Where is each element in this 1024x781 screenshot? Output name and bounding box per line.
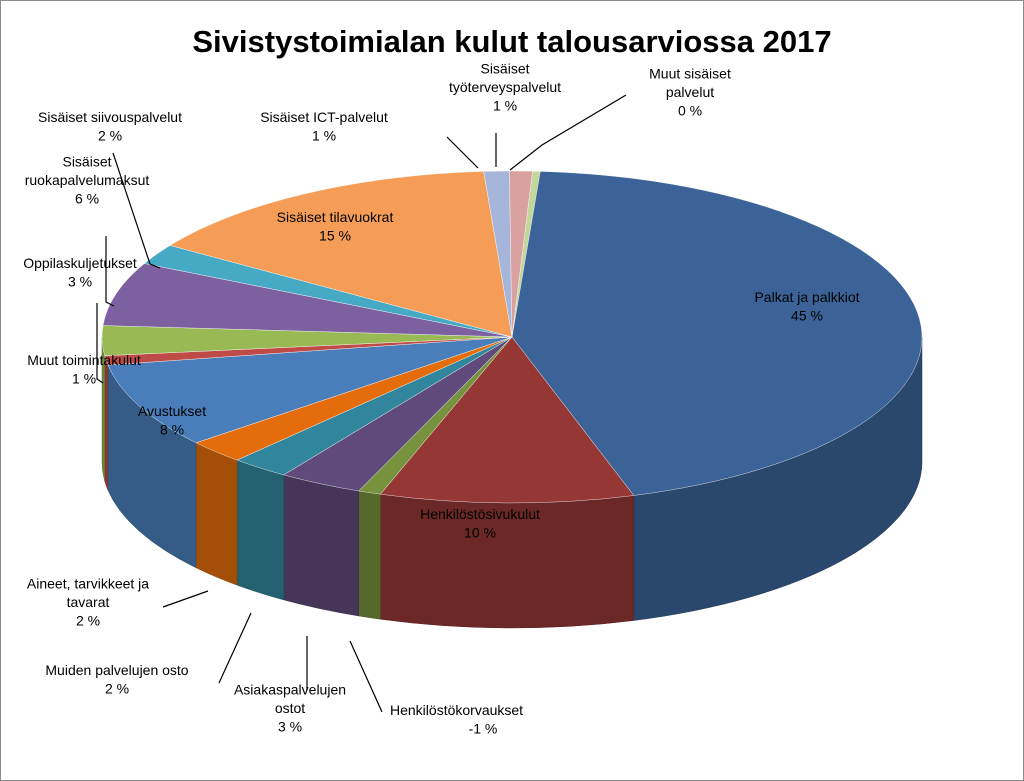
slice-value-6: 8 % bbox=[160, 421, 184, 437]
slice-label-13: Sisäiset bbox=[480, 61, 529, 77]
pie-slice-9 bbox=[102, 263, 513, 338]
slice-value-1: 10 % bbox=[464, 524, 496, 540]
pie-side-5 bbox=[195, 442, 238, 586]
slice-value-9: 6 % bbox=[75, 191, 99, 207]
pie-slice-11 bbox=[169, 171, 513, 338]
pie-side-4 bbox=[236, 459, 284, 601]
pie-side-2 bbox=[358, 490, 381, 620]
slice-label-14: Muut sisäiset bbox=[649, 66, 731, 82]
slice-value-4: 2 % bbox=[105, 680, 129, 696]
slice-label-12: Sisäiset ICT-palvelut bbox=[260, 109, 388, 125]
leader-lines bbox=[96, 94, 627, 713]
slice-label-11: Sisäiset tilavuokrat bbox=[277, 209, 394, 225]
pie-slice-14 bbox=[511, 171, 541, 338]
slice-value-5: 2 % bbox=[76, 613, 100, 629]
slice-value-8: 3 % bbox=[68, 273, 92, 289]
pie-slice-6 bbox=[107, 336, 513, 444]
slice-label-3: ostot bbox=[275, 700, 305, 716]
leader-line-12 bbox=[446, 136, 479, 169]
slice-value-2: -1 % bbox=[469, 720, 498, 736]
slice-label-0: Palkat ja palkkiot bbox=[754, 289, 859, 305]
slice-label-9: ruokapalvelumaksut bbox=[25, 172, 150, 188]
slice-label-3: Asiakaspalvelujen bbox=[234, 682, 346, 698]
slice-label-7: Muut toimintakulut bbox=[27, 352, 141, 368]
chart-title: Sivistystoimialan kulut talousarviossa 2… bbox=[192, 24, 831, 59]
slice-label-5: tavarat bbox=[67, 594, 110, 610]
leader-line-7 bbox=[96, 303, 104, 384]
slice-value-13: 1 % bbox=[493, 98, 517, 114]
leader-line-14 bbox=[509, 94, 627, 171]
slice-label-14: palvelut bbox=[666, 84, 714, 100]
slice-value-7: 1 % bbox=[72, 370, 96, 386]
slice-value-11: 15 % bbox=[319, 227, 351, 243]
pie-sides bbox=[101, 336, 923, 629]
slice-label-2: Henkilöstökorvaukset bbox=[390, 702, 523, 718]
slice-value-10: 2 % bbox=[98, 127, 122, 143]
slice-value-12: 1 % bbox=[312, 127, 336, 143]
slice-label-8: Oppilaskuljetukset bbox=[23, 255, 137, 271]
pie-side-3 bbox=[283, 474, 359, 617]
slice-label-13: työterveyspalvelut bbox=[449, 79, 561, 95]
slice-value-3: 3 % bbox=[278, 719, 302, 735]
leader-line-4 bbox=[218, 612, 252, 684]
slice-label-9: Sisäiset bbox=[62, 154, 111, 170]
data-labels: Palkat ja palkkiot 45 % Henkilöstösivukulu… bbox=[23, 61, 859, 737]
leader-line-5 bbox=[162, 590, 209, 608]
slice-value-14: 0 % bbox=[678, 103, 702, 119]
leader-line-8 bbox=[105, 236, 115, 307]
slice-value-0: 45 % bbox=[791, 307, 823, 323]
pie-top bbox=[101, 170, 923, 504]
pie-side-7 bbox=[104, 355, 109, 491]
slice-label-6: Avustukset bbox=[138, 403, 206, 419]
slice-label-10: Sisäiset siivouspalvelut bbox=[38, 109, 182, 125]
slice-label-4: Muiden palvelujen osto bbox=[45, 662, 188, 678]
slice-label-5: Aineet, tarvikkeet ja bbox=[27, 576, 149, 592]
leader-line-2 bbox=[349, 640, 383, 713]
pie-slice-0 bbox=[511, 170, 923, 496]
slice-label-1: Henkilöstösivukulut bbox=[420, 506, 540, 522]
leader-line-9 bbox=[112, 152, 161, 269]
